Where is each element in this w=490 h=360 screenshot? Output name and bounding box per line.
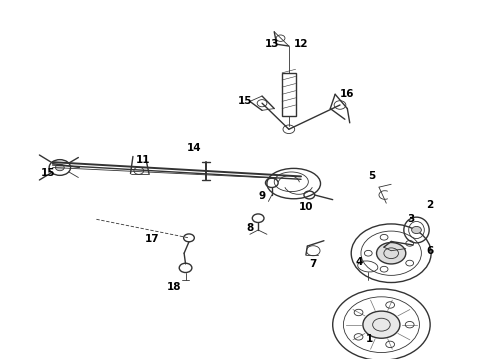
Circle shape [380,234,388,240]
Text: 18: 18 [167,282,182,292]
Text: 15: 15 [238,96,252,107]
Text: 16: 16 [340,89,355,99]
Text: 15: 15 [40,168,55,178]
Text: 13: 13 [265,39,279,49]
Text: 5: 5 [368,171,375,181]
Text: 17: 17 [145,234,160,244]
Text: 14: 14 [187,143,201,153]
Text: 10: 10 [298,202,313,212]
Circle shape [354,309,363,316]
Text: 12: 12 [294,39,308,49]
Circle shape [412,226,421,234]
Circle shape [363,311,400,338]
Text: 6: 6 [426,247,434,256]
Text: 9: 9 [259,191,266,201]
Circle shape [386,302,394,308]
Text: 3: 3 [407,214,414,224]
Text: 11: 11 [135,156,150,165]
Text: 2: 2 [426,200,434,210]
Circle shape [354,334,363,340]
Text: 7: 7 [310,259,317,269]
Text: 1: 1 [366,334,373,344]
Text: 4: 4 [356,257,363,267]
Text: 8: 8 [246,223,253,233]
Circle shape [365,250,372,256]
Circle shape [380,266,388,272]
Circle shape [376,243,406,264]
Circle shape [386,341,394,348]
Bar [282,73,295,116]
Circle shape [405,321,414,328]
Circle shape [406,260,414,266]
Circle shape [55,164,64,171]
Circle shape [406,240,414,246]
